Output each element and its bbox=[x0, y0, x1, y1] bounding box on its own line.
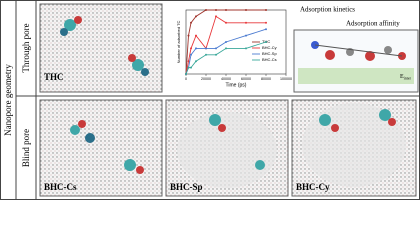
point bbox=[187, 66, 190, 69]
point bbox=[225, 21, 227, 24]
point bbox=[265, 9, 267, 11]
point bbox=[187, 60, 190, 63]
point bbox=[225, 9, 227, 11]
point bbox=[205, 9, 207, 11]
legend-label: BHC-Cy bbox=[262, 45, 277, 50]
point bbox=[190, 53, 192, 56]
md-panel bbox=[39, 99, 163, 197]
point bbox=[195, 60, 197, 63]
y-axis-label: Number of adsorbed TC bbox=[176, 20, 181, 63]
legend-label: BHC-Cs bbox=[262, 57, 277, 62]
x-tick-label: 40000 bbox=[221, 77, 231, 81]
point bbox=[225, 47, 227, 50]
point bbox=[215, 15, 217, 18]
surface bbox=[298, 68, 414, 84]
point bbox=[205, 53, 207, 56]
pore bbox=[177, 112, 277, 188]
panel-label: BHC-Cs bbox=[44, 182, 77, 192]
figure: Nanopore geometry Through pore Blind por… bbox=[0, 0, 420, 200]
x-tick-label: 60000 bbox=[241, 77, 251, 81]
point bbox=[195, 34, 197, 37]
point bbox=[225, 41, 227, 43]
molecules bbox=[60, 16, 396, 174]
legend-label: BHC-Sp bbox=[262, 51, 277, 56]
annotation: Adsorption affinity bbox=[346, 20, 400, 28]
chart: 0 20000 40000 60000 80000 100000 Time (ps) Numb… bbox=[176, 9, 292, 88]
point bbox=[195, 15, 197, 18]
point bbox=[205, 47, 207, 50]
row-label: Through pore bbox=[21, 23, 31, 72]
molecule bbox=[311, 41, 406, 61]
panel-label: BHC-Sp bbox=[170, 182, 203, 192]
point bbox=[245, 34, 247, 37]
point bbox=[190, 66, 192, 69]
md-panel bbox=[39, 3, 163, 93]
row-label: Blind pore bbox=[21, 129, 31, 167]
point bbox=[215, 47, 217, 50]
point bbox=[245, 47, 247, 50]
panel-label: THC bbox=[44, 72, 64, 82]
point bbox=[265, 28, 267, 31]
annotation: Adsorption kinetics bbox=[300, 6, 355, 14]
point bbox=[215, 9, 217, 11]
point bbox=[190, 21, 192, 24]
x-tick-label: 20000 bbox=[201, 77, 211, 81]
point bbox=[190, 47, 192, 50]
panel-label: BHC-Cy bbox=[296, 182, 330, 192]
point bbox=[265, 21, 267, 24]
x-tick-label: 100000 bbox=[280, 77, 292, 81]
energy-symbol: E bbox=[400, 74, 404, 80]
point bbox=[215, 53, 217, 56]
x-tick-label: 0 bbox=[185, 77, 187, 81]
group-label: Nanopore geometry bbox=[3, 64, 13, 136]
point bbox=[245, 9, 247, 11]
point bbox=[195, 47, 197, 50]
energy-label: Einter bbox=[400, 74, 412, 80]
point bbox=[265, 41, 267, 43]
plot-area bbox=[185, 9, 287, 75]
point bbox=[245, 21, 247, 24]
energy-subscript: inter bbox=[404, 75, 412, 80]
point bbox=[185, 73, 187, 75]
x-axis-label: Time (ps) bbox=[226, 82, 247, 88]
point bbox=[187, 34, 190, 37]
x-tick-label: 80000 bbox=[261, 77, 271, 81]
